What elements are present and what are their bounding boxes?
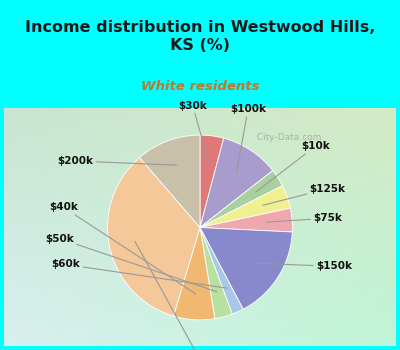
Text: $200k: $200k [57,156,177,166]
Text: Income distribution in Westwood Hills,
KS (%): Income distribution in Westwood Hills, K… [25,20,375,53]
Wedge shape [200,228,243,314]
Text: $125k: $125k [263,184,346,205]
Text: $10k: $10k [256,141,330,192]
Wedge shape [108,158,200,316]
Wedge shape [174,228,215,320]
Text: $150k: $150k [256,261,352,271]
Wedge shape [200,228,232,319]
Text: $100k: $100k [230,104,266,172]
Wedge shape [200,228,292,309]
Wedge shape [200,138,273,228]
Text: $40k: $40k [49,202,196,294]
Text: White residents: White residents [141,80,259,93]
Wedge shape [200,170,282,228]
Wedge shape [140,135,200,228]
Wedge shape [200,135,224,228]
Text: City-Data.com: City-Data.com [251,133,322,141]
Wedge shape [200,208,292,232]
Wedge shape [200,186,290,228]
Text: $50k: $50k [45,233,217,292]
Text: > $200k: > $200k [135,241,229,350]
Text: $60k: $60k [52,259,227,288]
Text: $30k: $30k [178,100,208,162]
Text: $75k: $75k [266,213,342,223]
